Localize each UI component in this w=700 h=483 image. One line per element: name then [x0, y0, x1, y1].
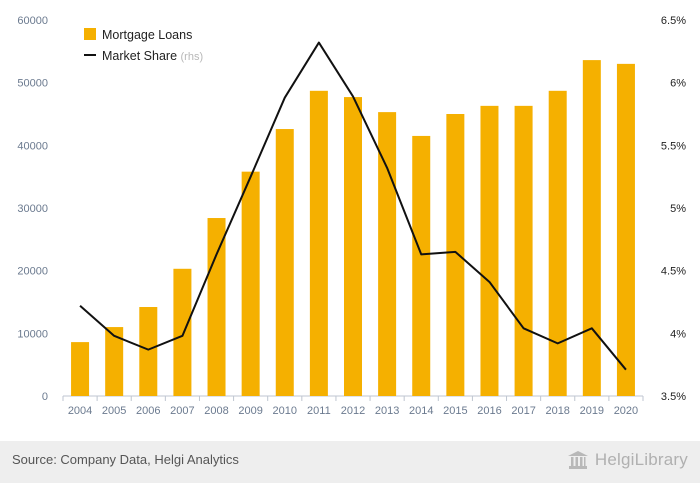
x-tick-label: 2019 [580, 405, 604, 417]
x-tick-label: 2010 [273, 405, 297, 417]
chart-canvas: 0 10000 20000 30000 40000 50000 60000 3.5% 4% 4.5… [17, 15, 686, 417]
legend-swatch-mortgage-loans [84, 28, 96, 40]
y-left-tick-label: 60000 [17, 15, 48, 27]
y-right-tick-label: 4% [670, 328, 686, 340]
bar-mortgage-loans [344, 97, 362, 396]
y-left-tick-label: 30000 [17, 203, 48, 215]
bar-mortgage-loans [309, 90, 328, 397]
x-tick-label: 2020 [614, 405, 638, 417]
y-right-tick-label: 3.5% [661, 391, 686, 403]
bar-mortgage-loans [139, 307, 158, 396]
x-tick-label: 2008 [204, 405, 228, 417]
legend-label-mortgage-loans: Mortgage Loans [102, 28, 192, 42]
bar-mortgage-loans [71, 342, 90, 396]
x-tick-label: 2009 [238, 405, 262, 417]
line-market-share [79, 41, 627, 371]
x-tick-label: 2007 [170, 405, 194, 417]
x-tick-label: 2016 [477, 405, 501, 417]
x-tick-label: 2004 [68, 405, 92, 417]
brand-name: HelgiLibrary [594, 450, 688, 469]
bar-mortgage-loans [446, 114, 465, 396]
bar-mortgage-loans [241, 171, 260, 396]
y-left-tick-label: 50000 [17, 78, 48, 90]
y-left-tick-label: 20000 [17, 266, 48, 278]
legend-label-market-share: Market Share (rhs) [102, 49, 203, 63]
x-tick-label: 2015 [443, 405, 467, 417]
x-tick-label: 2011 [307, 405, 331, 417]
library-icon [567, 451, 588, 469]
x-tick-label: 2006 [136, 405, 160, 417]
y-left-tick-label: 0 [42, 391, 48, 403]
bar-mortgage-loans [616, 63, 635, 396]
x-tick-label: 2012 [341, 405, 365, 417]
y-right-tick-label: 5.5% [661, 140, 686, 152]
y-left-tick-label: 40000 [17, 140, 48, 152]
legend-rhs-note: (rhs) [181, 51, 204, 63]
x-tick-label: 2018 [545, 405, 569, 417]
y-right-tick-label: 6.5% [661, 15, 686, 27]
y-left-tick-label: 10000 [17, 328, 48, 340]
footer [0, 441, 700, 483]
x-tick-label: 2013 [375, 405, 399, 417]
source-note: Source: Company Data, Helgi Analytics [12, 452, 239, 467]
x-tick-label: 2014 [409, 405, 433, 417]
bar-mortgage-loans [207, 218, 226, 396]
y-right-tick-label: 5% [670, 203, 686, 215]
bar-mortgage-loans [548, 90, 567, 397]
bar-mortgage-loans [173, 268, 192, 396]
bar-mortgage-loans [480, 105, 499, 396]
brand-logo: HelgiLibrary [567, 447, 688, 473]
bar-mortgage-loans [514, 105, 533, 396]
bar-mortgage-loans [378, 112, 397, 397]
x-tick-label: 2005 [102, 405, 126, 417]
bar-mortgage-loans [105, 327, 124, 396]
y-right-tick-label: 4.5% [661, 266, 686, 278]
bar-mortgage-loans [275, 129, 294, 397]
x-tick-label: 2017 [511, 405, 535, 417]
bar-mortgage-loans [412, 135, 431, 396]
y-right-tick-label: 6% [670, 78, 686, 90]
bar-mortgage-loans [582, 60, 601, 397]
